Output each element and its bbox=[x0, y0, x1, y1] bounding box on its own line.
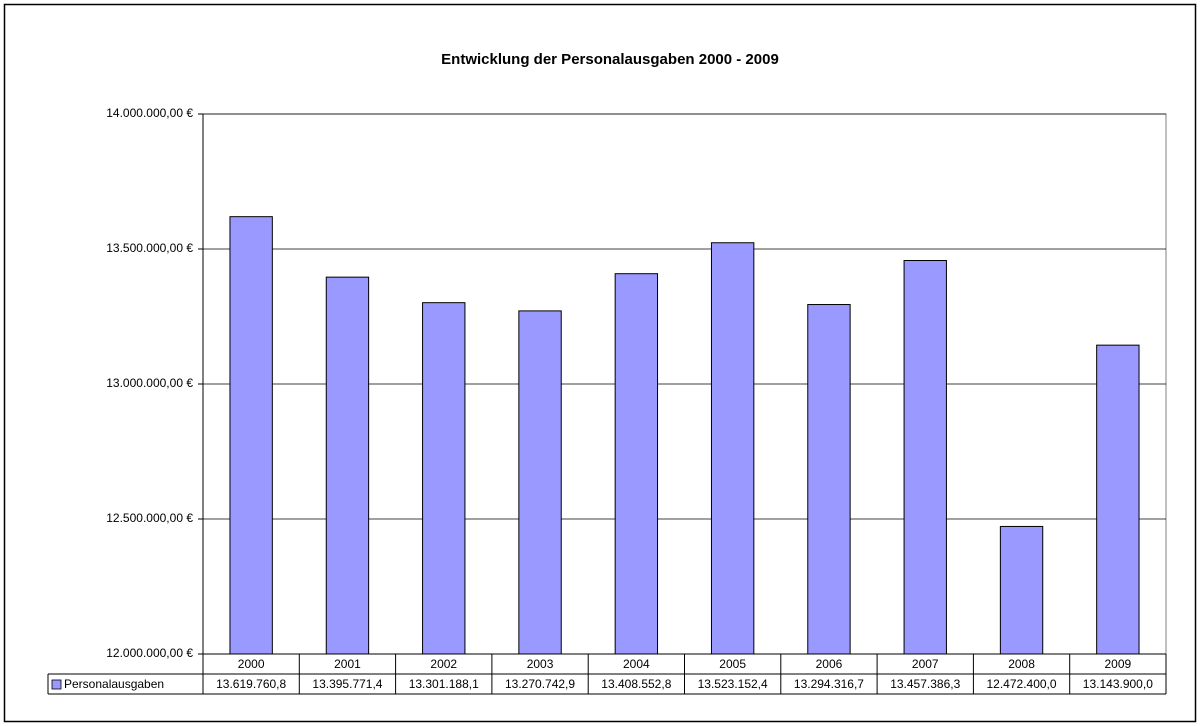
y-tick-label: 14.000.000,00 € bbox=[106, 106, 193, 120]
x-tick-label: 2008 bbox=[1008, 657, 1035, 671]
x-tick-label: 2006 bbox=[816, 657, 843, 671]
table-value: 13.395.771,4 bbox=[312, 677, 382, 691]
table-value: 13.143.900,0 bbox=[1083, 677, 1153, 691]
table-value: 13.619.760,8 bbox=[216, 677, 286, 691]
bar bbox=[903, 260, 947, 655]
bar bbox=[807, 304, 851, 655]
bar bbox=[422, 302, 466, 655]
table-value: 13.523.152,4 bbox=[698, 677, 768, 691]
table-value: 13.457.386,3 bbox=[890, 677, 960, 691]
y-tick-label: 12.000.000,00 € bbox=[106, 646, 193, 660]
x-tick-label: 2009 bbox=[1104, 657, 1131, 671]
x-tick-label: 2007 bbox=[912, 657, 939, 671]
table-value: 12.472.400,0 bbox=[987, 677, 1057, 691]
table-value: 13.301.188,1 bbox=[409, 677, 479, 691]
x-tick-label: 2005 bbox=[719, 657, 746, 671]
y-tick-label: 13.500.000,00 € bbox=[106, 241, 193, 255]
x-tick-label: 2004 bbox=[623, 657, 650, 671]
bar bbox=[518, 310, 562, 655]
x-tick-label: 2000 bbox=[238, 657, 265, 671]
bar bbox=[325, 276, 370, 655]
legend-label: Personalausgaben bbox=[64, 677, 164, 691]
y-tick-label: 13.000.000,00 € bbox=[106, 376, 193, 390]
chart-title: Entwicklung der Personalausgaben 2000 - … bbox=[441, 51, 779, 68]
table-value: 13.408.552,8 bbox=[601, 677, 671, 691]
y-tick-label: 12.500.000,00 € bbox=[106, 511, 193, 525]
legend-key bbox=[51, 679, 62, 690]
x-tick-label: 2002 bbox=[430, 657, 457, 671]
bar bbox=[229, 216, 273, 655]
bar bbox=[1096, 344, 1140, 655]
table-value: 13.270.742,9 bbox=[505, 677, 575, 691]
table-value: 13.294.316,7 bbox=[794, 677, 864, 691]
x-tick-label: 2001 bbox=[334, 657, 361, 671]
x-tick-label: 2003 bbox=[527, 657, 554, 671]
bar bbox=[710, 242, 755, 655]
bar bbox=[999, 525, 1044, 655]
bar bbox=[614, 273, 659, 655]
